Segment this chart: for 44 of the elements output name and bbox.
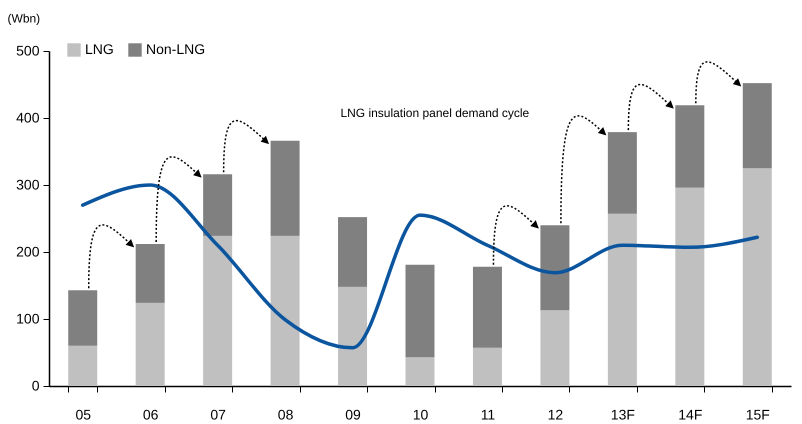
bar (608, 132, 637, 214)
y-tick-label: 300 (16, 176, 40, 192)
y-tick-label: 500 (16, 42, 40, 58)
bar (540, 310, 570, 386)
bar (136, 244, 165, 303)
y-tick-label: 0 (32, 378, 40, 394)
bar (742, 168, 772, 386)
bar (203, 236, 232, 386)
bar (68, 290, 98, 346)
x-tick-label: 11 (480, 406, 496, 422)
y-tick-label: 400 (16, 110, 40, 126)
bar (405, 357, 435, 386)
x-tick-label: 13F (610, 406, 635, 422)
x-tick-label: 14F (678, 406, 702, 422)
annotation: LNG insulation panel demand cycle (340, 106, 530, 120)
bar (270, 236, 300, 386)
x-tick-label: 08 (278, 406, 294, 422)
bar (472, 348, 502, 386)
x-tick-label: 07 (210, 406, 226, 422)
bar (742, 83, 772, 168)
bar (675, 188, 704, 386)
x-tick-label: 09 (345, 406, 362, 422)
bar (270, 140, 300, 236)
bar (203, 174, 232, 236)
bar (68, 346, 98, 386)
bar (675, 105, 704, 188)
legend-label: Non-LNG (146, 41, 206, 57)
bar (608, 214, 637, 386)
bar (338, 286, 368, 386)
x-tick-label: 05 (75, 406, 92, 422)
bar (136, 302, 165, 386)
bar (472, 266, 502, 348)
y-tick-label: 200 (16, 244, 40, 260)
bar (405, 264, 435, 358)
y-axis-title: (Wbn) (8, 12, 40, 26)
bar (540, 225, 570, 310)
x-tick-label: 06 (142, 406, 159, 422)
legend-label: LNG (85, 41, 114, 57)
x-tick-label: 12 (548, 406, 564, 422)
bar (338, 217, 368, 287)
line-series (80, 183, 760, 350)
y-tick-label: 100 (16, 310, 40, 326)
x-tick-label: 10 (412, 406, 428, 422)
x-tick-label: 15F (746, 406, 770, 422)
